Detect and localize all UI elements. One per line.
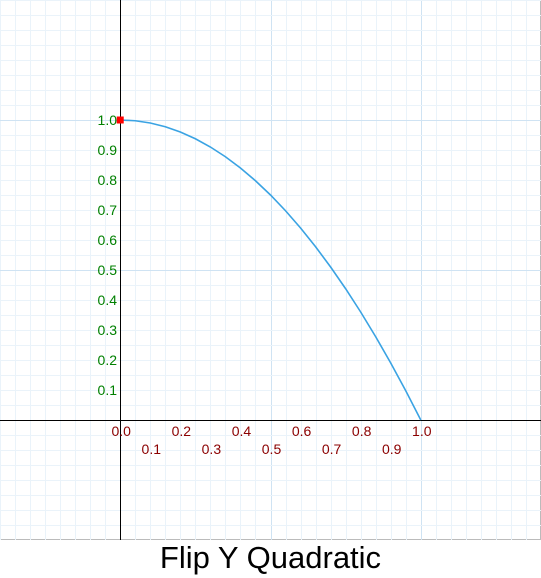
y-tick-label: 0.6: [98, 232, 118, 248]
series-line-0: [120, 119, 422, 421]
chart-title: Flip Y Quadratic: [159, 540, 382, 575]
y-tick-label: 0.9: [98, 142, 118, 158]
x-tick-label: 0.3: [202, 441, 222, 457]
y-tick-label: 0.3: [98, 322, 118, 338]
x-tick-label: 0.0: [111, 423, 131, 439]
y-tick-label: 1.0: [98, 112, 118, 128]
x-tick-labels: 0.0 0.1 0.2 0.3 0.4 0.5 0.6 0.7 0.8 0.9 1.0: [111, 423, 431, 457]
y-tick-label: 0.1: [98, 382, 118, 398]
x-tick-label: 1.0: [412, 423, 432, 439]
x-tick-label: 0.7: [322, 441, 342, 457]
x-tick-label: 0.9: [382, 441, 402, 457]
curve-layer: [116, 116, 422, 421]
y-tick-label: 0.5: [98, 262, 118, 278]
x-tick-label: 0.2: [172, 423, 192, 439]
x-tick-label: 0.5: [262, 441, 282, 457]
x-tick-label: 0.4: [232, 423, 252, 439]
x-tick-label: 0.6: [292, 423, 312, 439]
y-tick-labels: 0.1 0.2 0.3 0.4 0.5 0.6 0.7 0.8 0.9 1.0: [98, 112, 118, 398]
y-tick-label: 0.7: [98, 202, 118, 218]
y-tick-label: 0.4: [98, 292, 118, 308]
y-tick-label: 0.2: [98, 352, 118, 368]
x-tick-label: 0.1: [142, 441, 162, 457]
y-tick-label: 0.8: [98, 172, 118, 188]
chart-plot-area: 0.0 0.1 0.2 0.3 0.4 0.5 0.6 0.7 0.8 0.9 1.0 0.1 0.2…: [0, 0, 541, 540]
axes: [0, 0, 541, 540]
x-tick-label: 0.8: [352, 423, 372, 439]
start-point-marker: [116, 116, 124, 124]
